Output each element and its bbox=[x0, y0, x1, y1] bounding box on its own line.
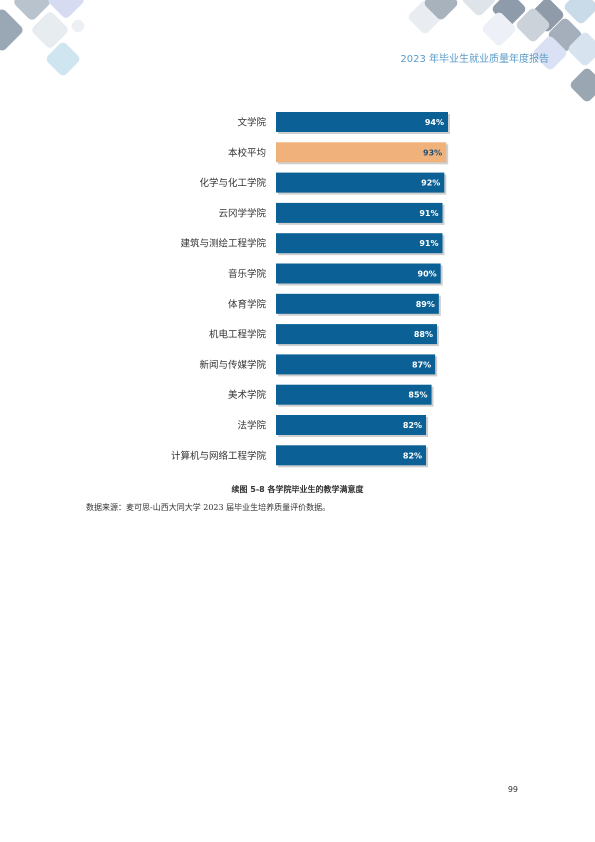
bar bbox=[276, 384, 432, 405]
value-label: 94% bbox=[425, 118, 444, 127]
value-label: 91% bbox=[419, 209, 438, 218]
value-label: 90% bbox=[418, 270, 437, 279]
bar bbox=[276, 415, 427, 435]
category-label: 计算机与网络工程学院 bbox=[171, 450, 267, 462]
bar bbox=[276, 445, 427, 466]
category-label: 云冈学学院 bbox=[218, 207, 266, 219]
value-label: 87% bbox=[412, 360, 431, 369]
category-label: 建筑与测绘工程学院 bbox=[180, 238, 266, 250]
satisfaction-bar-chart: 文学院 94% 本校平均 93% 化学与化工学院 92% 云冈学学院 91% 建筑与测绘工程学院… bbox=[171, 112, 450, 468]
value-label: 85% bbox=[408, 391, 427, 400]
bar bbox=[276, 233, 443, 254]
category-label: 美术学院 bbox=[228, 389, 267, 401]
category-label: 法学院 bbox=[237, 420, 266, 432]
bar bbox=[276, 142, 447, 163]
category-label: 化学与化工学院 bbox=[199, 177, 266, 189]
category-label: 机电工程学院 bbox=[209, 329, 267, 341]
bar bbox=[276, 354, 436, 375]
value-label: 88% bbox=[414, 330, 433, 339]
data-source-note: 数据来源：麦可思-山西大同大学 2023 届毕业生培养质量评价数据。 bbox=[86, 503, 331, 512]
page-number: 99 bbox=[507, 785, 518, 794]
category-label: 新闻与传媒学院 bbox=[199, 359, 266, 371]
value-label: 93% bbox=[423, 148, 442, 157]
value-label: 82% bbox=[403, 421, 422, 430]
value-label: 89% bbox=[416, 300, 435, 309]
bar bbox=[276, 293, 439, 314]
bar bbox=[276, 112, 448, 132]
bar bbox=[276, 202, 443, 223]
bar bbox=[276, 324, 438, 345]
bar bbox=[276, 263, 441, 284]
category-label: 文学院 bbox=[237, 117, 266, 129]
category-label: 音乐学院 bbox=[228, 268, 267, 280]
value-label: 91% bbox=[419, 239, 438, 248]
category-label: 本校平均 bbox=[228, 147, 266, 159]
figure-caption: 续图 5-8 各学院毕业生的教学满意度 bbox=[231, 485, 364, 494]
value-label: 92% bbox=[421, 179, 440, 188]
report-header-title: 2023 年毕业生就业质量年度报告 bbox=[400, 54, 549, 65]
category-label: 体育学院 bbox=[228, 298, 267, 310]
value-label: 82% bbox=[403, 451, 422, 460]
bar bbox=[276, 172, 445, 193]
